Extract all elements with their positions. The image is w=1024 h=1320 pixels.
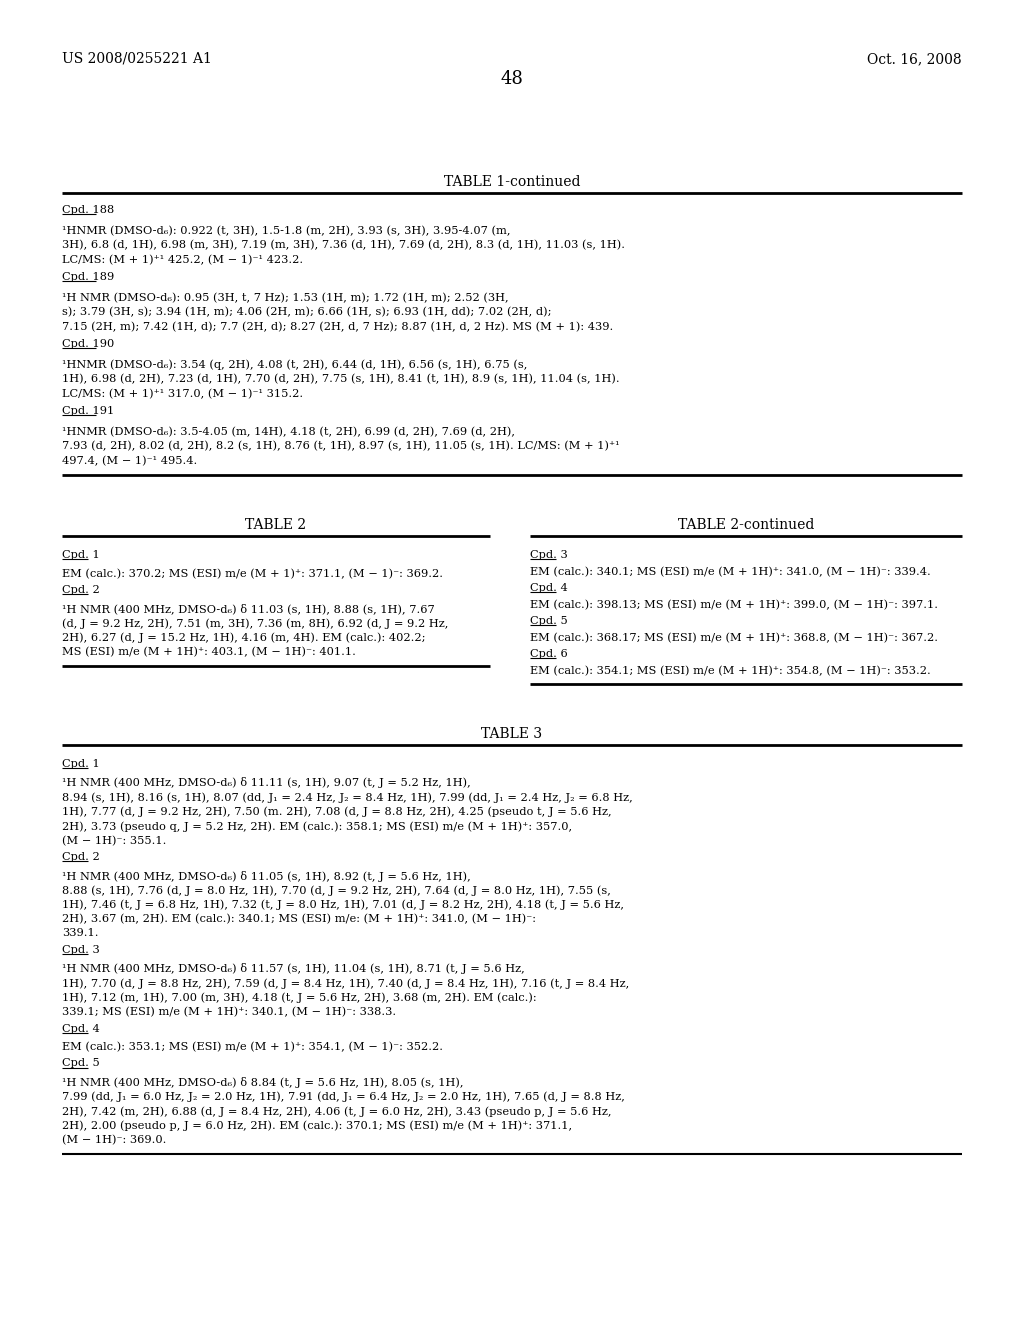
Text: Cpd. 191: Cpd. 191	[62, 407, 115, 416]
Text: 1H), 7.12 (m, 1H), 7.00 (m, 3H), 4.18 (t, J = 5.6 Hz, 2H), 3.68 (m, 2H). EM (cal: 1H), 7.12 (m, 1H), 7.00 (m, 3H), 4.18 (t…	[62, 993, 537, 1003]
Text: Cpd. 188: Cpd. 188	[62, 205, 115, 215]
Text: EM (calc.): 353.1; MS (ESI) m/e (M + 1)⁺: 354.1, (M − 1)⁻: 352.2.: EM (calc.): 353.1; MS (ESI) m/e (M + 1)⁺…	[62, 1041, 443, 1052]
Text: 497.4, (M − 1)⁻¹ 495.4.: 497.4, (M − 1)⁻¹ 495.4.	[62, 455, 198, 466]
Text: Oct. 16, 2008: Oct. 16, 2008	[867, 51, 962, 66]
Text: ¹H NMR (400 MHz, DMSO-d₆) δ 11.57 (s, 1H), 11.04 (s, 1H), 8.71 (t, J = 5.6 Hz,: ¹H NMR (400 MHz, DMSO-d₆) δ 11.57 (s, 1H…	[62, 964, 524, 974]
Text: 48: 48	[501, 70, 523, 88]
Text: 1H), 7.46 (t, J = 6.8 Hz, 1H), 7.32 (t, J = 8.0 Hz, 1H), 7.01 (d, J = 8.2 Hz, 2H: 1H), 7.46 (t, J = 6.8 Hz, 1H), 7.32 (t, …	[62, 899, 624, 909]
Text: 2H), 6.27 (d, J = 15.2 Hz, 1H), 4.16 (m, 4H). EM (calc.): 402.2;: 2H), 6.27 (d, J = 15.2 Hz, 1H), 4.16 (m,…	[62, 632, 426, 643]
Text: Cpd. 4: Cpd. 4	[62, 1023, 99, 1034]
Text: Cpd. 1: Cpd. 1	[62, 550, 99, 560]
Text: EM (calc.): 354.1; MS (ESI) m/e (M + 1H)⁺: 354.8, (M − 1H)⁻: 353.2.: EM (calc.): 354.1; MS (ESI) m/e (M + 1H)…	[530, 665, 931, 676]
Text: ¹H NMR (400 MHz, DMSO-d₆) δ 11.03 (s, 1H), 8.88 (s, 1H), 7.67: ¹H NMR (400 MHz, DMSO-d₆) δ 11.03 (s, 1H…	[62, 603, 435, 614]
Text: 2H), 2.00 (pseudo p, J = 6.0 Hz, 2H). EM (calc.): 370.1; MS (ESI) m/e (M + 1H)⁺:: 2H), 2.00 (pseudo p, J = 6.0 Hz, 2H). EM…	[62, 1121, 572, 1131]
Text: TABLE 3: TABLE 3	[481, 727, 543, 741]
Text: 8.88 (s, 1H), 7.76 (d, J = 8.0 Hz, 1H), 7.70 (d, J = 9.2 Hz, 2H), 7.64 (d, J = 8: 8.88 (s, 1H), 7.76 (d, J = 8.0 Hz, 1H), …	[62, 884, 611, 895]
Text: EM (calc.): 398.13; MS (ESI) m/e (M + 1H)⁺: 399.0, (M − 1H)⁻: 397.1.: EM (calc.): 398.13; MS (ESI) m/e (M + 1H…	[530, 599, 938, 610]
Text: Cpd. 190: Cpd. 190	[62, 339, 115, 348]
Text: 3H), 6.8 (d, 1H), 6.98 (m, 3H), 7.19 (m, 3H), 7.36 (d, 1H), 7.69 (d, 2H), 8.3 (d: 3H), 6.8 (d, 1H), 6.98 (m, 3H), 7.19 (m,…	[62, 240, 625, 251]
Text: LC∕MS: (M + 1)⁺¹ 425.2, (M − 1)⁻¹ 423.2.: LC∕MS: (M + 1)⁺¹ 425.2, (M − 1)⁻¹ 423.2.	[62, 255, 303, 265]
Text: Cpd. 1: Cpd. 1	[62, 759, 99, 770]
Text: MS (ESI) m/e (M + 1H)⁺: 403.1, (M − 1H)⁻: 401.1.: MS (ESI) m/e (M + 1H)⁺: 403.1, (M − 1H)⁻…	[62, 647, 356, 657]
Text: (M − 1H)⁻: 369.0.: (M − 1H)⁻: 369.0.	[62, 1135, 166, 1146]
Text: ¹H NMR (DMSO-d₆): 0.95 (3H, t, 7 Hz); 1.53 (1H, m); 1.72 (1H, m); 2.52 (3H,: ¹H NMR (DMSO-d₆): 0.95 (3H, t, 7 Hz); 1.…	[62, 293, 509, 302]
Text: TABLE 2: TABLE 2	[246, 517, 306, 532]
Text: TABLE 1-continued: TABLE 1-continued	[443, 176, 581, 189]
Text: (M − 1H)⁻: 355.1.: (M − 1H)⁻: 355.1.	[62, 836, 166, 846]
Text: EM (calc.): 340.1; MS (ESI) m/e (M + 1H)⁺: 341.0, (M − 1H)⁻: 339.4.: EM (calc.): 340.1; MS (ESI) m/e (M + 1H)…	[530, 566, 931, 577]
Text: Cpd. 4: Cpd. 4	[530, 583, 567, 593]
Text: 7.15 (2H, m); 7.42 (1H, d); 7.7 (2H, d); 8.27 (2H, d, 7 Hz); 8.87 (1H, d, 2 Hz).: 7.15 (2H, m); 7.42 (1H, d); 7.7 (2H, d);…	[62, 322, 613, 331]
Text: ¹HNMR (DMSO-d₆): 3.54 (q, 2H), 4.08 (t, 2H), 6.44 (d, 1H), 6.56 (s, 1H), 6.75 (s: ¹HNMR (DMSO-d₆): 3.54 (q, 2H), 4.08 (t, …	[62, 359, 527, 370]
Text: 2H), 3.73 (pseudo q, J = 5.2 Hz, 2H). EM (calc.): 358.1; MS (ESI) m/e (M + 1H)⁺:: 2H), 3.73 (pseudo q, J = 5.2 Hz, 2H). EM…	[62, 821, 572, 832]
Text: Cpd. 3: Cpd. 3	[530, 550, 567, 560]
Text: (d, J = 9.2 Hz, 2H), 7.51 (m, 3H), 7.36 (m, 8H), 6.92 (d, J = 9.2 Hz,: (d, J = 9.2 Hz, 2H), 7.51 (m, 3H), 7.36 …	[62, 618, 449, 628]
Text: s); 3.79 (3H, s); 3.94 (1H, m); 4.06 (2H, m); 6.66 (1H, s); 6.93 (1H, dd); 7.02 : s); 3.79 (3H, s); 3.94 (1H, m); 4.06 (2H…	[62, 308, 552, 317]
Text: Cpd. 2: Cpd. 2	[62, 585, 99, 595]
Text: 1H), 7.70 (d, J = 8.8 Hz, 2H), 7.59 (d, J = 8.4 Hz, 1H), 7.40 (d, J = 8.4 Hz, 1H: 1H), 7.70 (d, J = 8.8 Hz, 2H), 7.59 (d, …	[62, 978, 630, 989]
Text: LC∕MS: (M + 1)⁺¹ 317.0, (M − 1)⁻¹ 315.2.: LC∕MS: (M + 1)⁺¹ 317.0, (M − 1)⁻¹ 315.2.	[62, 388, 303, 399]
Text: 2H), 7.42 (m, 2H), 6.88 (d, J = 8.4 Hz, 2H), 4.06 (t, J = 6.0 Hz, 2H), 3.43 (pse: 2H), 7.42 (m, 2H), 6.88 (d, J = 8.4 Hz, …	[62, 1106, 611, 1117]
Text: ¹H NMR (400 MHz, DMSO-d₆) δ 11.05 (s, 1H), 8.92 (t, J = 5.6 Hz, 1H),: ¹H NMR (400 MHz, DMSO-d₆) δ 11.05 (s, 1H…	[62, 870, 471, 882]
Text: 339.1; MS (ESI) m/e (M + 1H)⁺: 340.1, (M − 1H)⁻: 338.3.: 339.1; MS (ESI) m/e (M + 1H)⁺: 340.1, (M…	[62, 1007, 396, 1018]
Text: 339.1.: 339.1.	[62, 928, 98, 939]
Text: ¹HNMR (DMSO-d₆): 3.5-4.05 (m, 14H), 4.18 (t, 2H), 6.99 (d, 2H), 7.69 (d, 2H),: ¹HNMR (DMSO-d₆): 3.5-4.05 (m, 14H), 4.18…	[62, 426, 515, 437]
Text: 8.94 (s, 1H), 8.16 (s, 1H), 8.07 (dd, J₁ = 2.4 Hz, J₂ = 8.4 Hz, 1H), 7.99 (dd, J: 8.94 (s, 1H), 8.16 (s, 1H), 8.07 (dd, J₁…	[62, 792, 633, 803]
Text: Cpd. 5: Cpd. 5	[62, 1059, 99, 1068]
Text: EM (calc.): 368.17; MS (ESI) m/e (M + 1H)⁺: 368.8, (M − 1H)⁻: 367.2.: EM (calc.): 368.17; MS (ESI) m/e (M + 1H…	[530, 632, 938, 643]
Text: Cpd. 6: Cpd. 6	[530, 649, 567, 659]
Text: 7.99 (dd, J₁ = 6.0 Hz, J₂ = 2.0 Hz, 1H), 7.91 (dd, J₁ = 6.4 Hz, J₂ = 2.0 Hz, 1H): 7.99 (dd, J₁ = 6.0 Hz, J₂ = 2.0 Hz, 1H),…	[62, 1092, 625, 1102]
Text: Cpd. 3: Cpd. 3	[62, 945, 99, 954]
Text: 1H), 7.77 (d, J = 9.2 Hz, 2H), 7.50 (m. 2H), 7.08 (d, J = 8.8 Hz, 2H), 4.25 (pse: 1H), 7.77 (d, J = 9.2 Hz, 2H), 7.50 (m. …	[62, 807, 611, 817]
Text: Cpd. 189: Cpd. 189	[62, 272, 115, 282]
Text: ¹H NMR (400 MHz, DMSO-d₆) δ 11.11 (s, 1H), 9.07 (t, J = 5.2 Hz, 1H),: ¹H NMR (400 MHz, DMSO-d₆) δ 11.11 (s, 1H…	[62, 777, 471, 788]
Text: 2H), 3.67 (m, 2H). EM (calc.): 340.1; MS (ESI) m/e: (M + 1H)⁺: 341.0, (M − 1H)⁻:: 2H), 3.67 (m, 2H). EM (calc.): 340.1; MS…	[62, 913, 536, 924]
Text: ¹H NMR (400 MHz, DMSO-d₆) δ 8.84 (t, J = 5.6 Hz, 1H), 8.05 (s, 1H),: ¹H NMR (400 MHz, DMSO-d₆) δ 8.84 (t, J =…	[62, 1077, 464, 1088]
Text: Cpd. 2: Cpd. 2	[62, 851, 99, 862]
Text: 7.93 (d, 2H), 8.02 (d, 2H), 8.2 (s, 1H), 8.76 (t, 1H), 8.97 (s, 1H), 11.05 (s, 1: 7.93 (d, 2H), 8.02 (d, 2H), 8.2 (s, 1H),…	[62, 441, 620, 451]
Text: Cpd. 5: Cpd. 5	[530, 616, 567, 626]
Text: US 2008/0255221 A1: US 2008/0255221 A1	[62, 51, 212, 66]
Text: 1H), 6.98 (d, 2H), 7.23 (d, 1H), 7.70 (d, 2H), 7.75 (s, 1H), 8.41 (t, 1H), 8.9 (: 1H), 6.98 (d, 2H), 7.23 (d, 1H), 7.70 (d…	[62, 374, 620, 384]
Text: EM (calc.): 370.2; MS (ESI) m/e (M + 1)⁺: 371.1, (M − 1)⁻: 369.2.: EM (calc.): 370.2; MS (ESI) m/e (M + 1)⁺…	[62, 569, 443, 579]
Text: TABLE 2-continued: TABLE 2-continued	[678, 517, 814, 532]
Text: ¹HNMR (DMSO-d₆): 0.922 (t, 3H), 1.5-1.8 (m, 2H), 3.93 (s, 3H), 3.95-4.07 (m,: ¹HNMR (DMSO-d₆): 0.922 (t, 3H), 1.5-1.8 …	[62, 226, 511, 236]
